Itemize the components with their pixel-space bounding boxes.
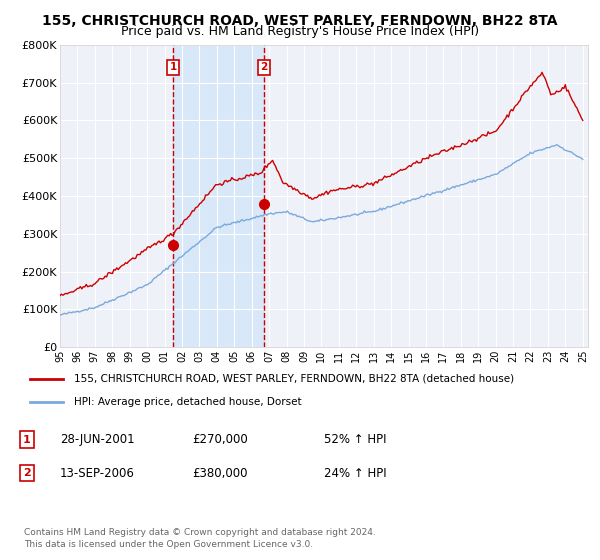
Text: £380,000: £380,000 — [192, 466, 248, 480]
Text: 1: 1 — [169, 63, 177, 72]
Text: 13-SEP-2006: 13-SEP-2006 — [60, 466, 135, 480]
Bar — [173, 45, 264, 347]
Text: 155, CHRISTCHURCH ROAD, WEST PARLEY, FERNDOWN, BH22 8TA: 155, CHRISTCHURCH ROAD, WEST PARLEY, FER… — [42, 14, 558, 28]
Text: 52% ↑ HPI: 52% ↑ HPI — [324, 433, 386, 446]
Text: £270,000: £270,000 — [192, 433, 248, 446]
Text: 155, CHRISTCHURCH ROAD, WEST PARLEY, FERNDOWN, BH22 8TA (detached house): 155, CHRISTCHURCH ROAD, WEST PARLEY, FER… — [74, 374, 514, 384]
Text: 1: 1 — [23, 435, 31, 445]
Text: 2: 2 — [260, 63, 268, 72]
Text: Contains HM Land Registry data © Crown copyright and database right 2024.
This d: Contains HM Land Registry data © Crown c… — [24, 528, 376, 549]
Text: Price paid vs. HM Land Registry's House Price Index (HPI): Price paid vs. HM Land Registry's House … — [121, 25, 479, 38]
Text: 28-JUN-2001: 28-JUN-2001 — [60, 433, 134, 446]
Text: 2: 2 — [23, 468, 31, 478]
Text: HPI: Average price, detached house, Dorset: HPI: Average price, detached house, Dors… — [74, 397, 301, 407]
Text: 24% ↑ HPI: 24% ↑ HPI — [324, 466, 386, 480]
